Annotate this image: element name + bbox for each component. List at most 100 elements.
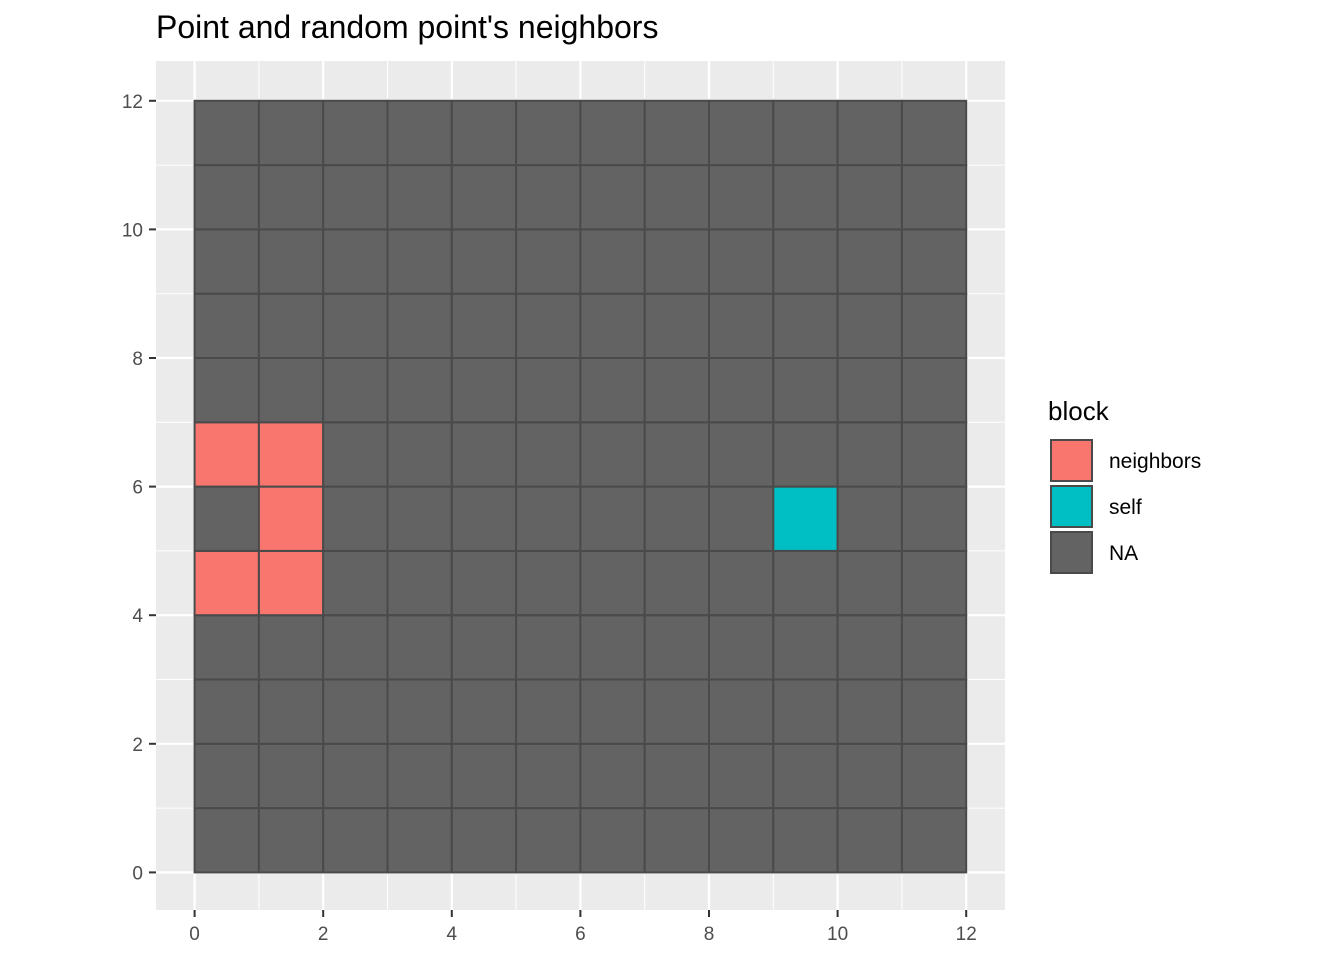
cell-na <box>450 485 518 552</box>
cell-na <box>836 421 903 488</box>
cell-na <box>836 357 903 424</box>
cell-na <box>386 742 453 810</box>
legend-label: neighbors <box>1109 450 1201 473</box>
cell-na <box>515 614 582 681</box>
cell-na <box>515 99 582 167</box>
cell-na <box>193 678 260 745</box>
x-tick-label: 6 <box>575 924 586 945</box>
cell-na <box>386 228 453 295</box>
cell-na <box>322 742 389 810</box>
cell-na <box>450 99 518 167</box>
cell-na <box>579 357 646 424</box>
cell-neighbors <box>257 485 325 552</box>
cell-na <box>836 742 903 810</box>
cell-na <box>450 292 518 360</box>
cell-na <box>515 807 582 874</box>
cell-na <box>579 485 646 552</box>
cell-na <box>386 164 453 231</box>
cell-na <box>450 678 518 745</box>
cell-na <box>257 614 325 681</box>
cell-na <box>579 421 646 488</box>
cell-na <box>322 164 389 231</box>
cell-na <box>193 228 260 295</box>
cell-na <box>322 549 389 617</box>
cell-neighbors <box>193 421 260 488</box>
x-tick-label: 2 <box>318 924 329 945</box>
x-tick-label: 12 <box>956 924 977 945</box>
y-tick-label: 10 <box>122 220 143 241</box>
cell-na <box>900 164 968 231</box>
cell-na <box>386 485 453 552</box>
cell-na <box>836 614 903 681</box>
cell-na <box>772 742 839 810</box>
y-tick-label: 4 <box>132 606 143 627</box>
cell-na <box>515 678 582 745</box>
cell-na <box>708 421 775 488</box>
cell-na <box>708 164 775 231</box>
cell-na <box>322 807 389 874</box>
cell-na <box>386 549 453 617</box>
cell-na <box>643 678 711 745</box>
cell-na <box>450 549 518 617</box>
legend-title: block <box>1048 396 1110 426</box>
cell-na <box>450 742 518 810</box>
cell-na <box>386 292 453 360</box>
cell-na <box>322 228 389 295</box>
cell-na <box>836 164 903 231</box>
cell-na <box>772 357 839 424</box>
cell-na <box>772 99 839 167</box>
cell-na <box>257 228 325 295</box>
cell-na <box>386 678 453 745</box>
cell-na <box>772 292 839 360</box>
cell-na <box>515 164 582 231</box>
cell-na <box>708 485 775 552</box>
cell-na <box>643 549 711 617</box>
cell-na <box>579 742 646 810</box>
cell-na <box>900 485 968 552</box>
cell-na <box>515 421 582 488</box>
legend: block neighbors self NA <box>1048 396 1201 574</box>
cells <box>193 99 968 874</box>
cell-na <box>643 485 711 552</box>
cell-na <box>322 614 389 681</box>
cell-na <box>643 292 711 360</box>
cell-neighbors <box>257 421 325 488</box>
cell-na <box>836 228 903 295</box>
y-tick-label: 8 <box>132 349 143 370</box>
cell-na <box>515 549 582 617</box>
cell-na <box>257 357 325 424</box>
cell-na <box>708 228 775 295</box>
cell-na <box>322 357 389 424</box>
cell-na <box>900 807 968 874</box>
cell-na <box>643 228 711 295</box>
cell-na <box>515 357 582 424</box>
cell-na <box>772 678 839 745</box>
cell-na <box>257 678 325 745</box>
cell-na <box>643 807 711 874</box>
legend-label: self <box>1109 496 1142 519</box>
cell-na <box>193 742 260 810</box>
cell-na <box>579 807 646 874</box>
x-axis: 0 2 4 6 8 10 12 <box>189 910 977 945</box>
cell-na <box>322 678 389 745</box>
cell-na <box>643 357 711 424</box>
cell-na <box>643 742 711 810</box>
chart-title: Point and random point's neighbors <box>156 9 658 45</box>
legend-key-self <box>1050 485 1093 528</box>
cell-na <box>772 228 839 295</box>
cell-na <box>900 357 968 424</box>
cell-na <box>515 292 582 360</box>
cell-na <box>193 99 260 167</box>
cell-na <box>193 485 260 552</box>
cell-na <box>900 292 968 360</box>
cell-na <box>900 742 968 810</box>
cell-na <box>386 357 453 424</box>
cell-na <box>836 549 903 617</box>
cell-na <box>579 99 646 167</box>
y-tick-label: 6 <box>132 478 143 499</box>
cell-na <box>257 99 325 167</box>
cell-na <box>643 99 711 167</box>
cell-na <box>193 164 260 231</box>
cell-na <box>450 357 518 424</box>
